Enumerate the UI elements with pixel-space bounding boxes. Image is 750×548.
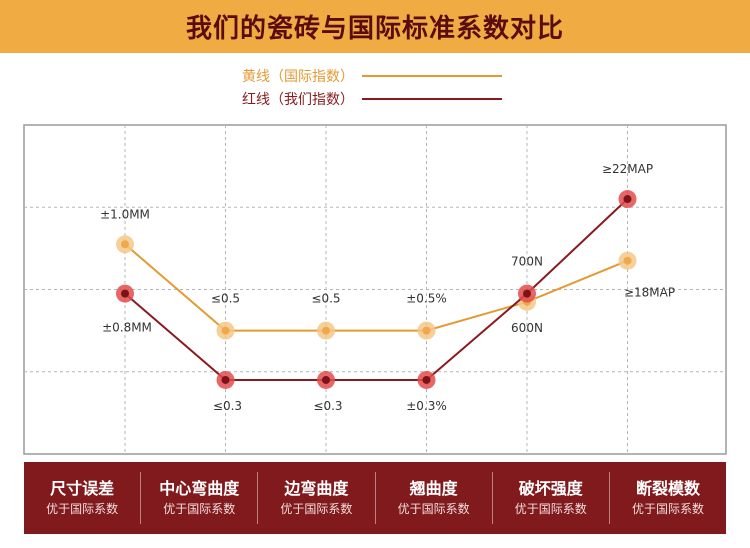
legend-line-ours xyxy=(362,98,502,100)
data-label: ≥18MAP xyxy=(624,286,675,300)
footer-item-title: 边弯曲度 xyxy=(284,479,349,498)
category-footer: 尺寸误差 优于国际系数 中心弯曲度 优于国际系数 边弯曲度 优于国际系数 翘曲度… xyxy=(24,462,726,534)
data-label: ≤0.5 xyxy=(211,292,240,306)
series-line xyxy=(124,198,629,381)
data-point xyxy=(322,326,330,335)
footer-item-subtitle: 优于国际系数 xyxy=(280,502,353,516)
page-title: 我们的瓷砖与国际标准系数对比 xyxy=(185,14,564,44)
comparison-line-chart: ±1.0MM ≤0.5 ≤0.5 ±0.5% 600N ≥18MAP ±0.8MM ≤0.3 ≤… xyxy=(23,124,727,455)
legend-label-international: 黄线（国际指数） xyxy=(242,69,354,85)
data-point xyxy=(623,256,632,265)
footer-item-subtitle: 优于国际系数 xyxy=(514,502,587,516)
footer-item-title: 翘曲度 xyxy=(409,479,458,498)
data-point xyxy=(121,289,129,298)
data-point xyxy=(221,326,230,335)
data-label: ≤0.5 xyxy=(311,292,340,306)
footer-item-title: 断裂模数 xyxy=(635,479,700,498)
footer-item-warp: 翘曲度 优于国际系数 xyxy=(374,472,492,524)
footer-item-breaking-strength: 破坏强度 优于国际系数 xyxy=(491,472,609,524)
data-label: ±0.8MM xyxy=(102,321,152,335)
legend-line-international xyxy=(362,75,502,77)
data-point xyxy=(623,195,632,204)
data-label: ±1.0MM xyxy=(100,207,150,221)
footer-item-rupture-modulus: 断裂模数 优于国际系数 xyxy=(608,472,726,524)
footer-item-subtitle: 优于国际系数 xyxy=(46,502,119,516)
data-point xyxy=(221,375,230,384)
data-point xyxy=(523,289,531,298)
data-point xyxy=(322,375,330,384)
data-point xyxy=(422,375,431,384)
data-label: ≤0.3 xyxy=(213,399,242,413)
data-label: ±0.5% xyxy=(406,292,447,306)
footer-item-title: 中心弯曲度 xyxy=(159,479,240,498)
footer-item-subtitle: 优于国际系数 xyxy=(631,502,704,516)
data-label: ≤0.3 xyxy=(313,399,342,413)
legend-item-ours: 红线（我们指数） xyxy=(214,89,502,109)
chart-series: ±1.0MM ≤0.5 ≤0.5 ±0.5% 600N ≥18MAP ±0.8MM ≤0.3 ≤… xyxy=(100,162,675,413)
footer-item-size-error: 尺寸误差 优于国际系数 xyxy=(24,472,140,524)
footer-item-title: 破坏强度 xyxy=(518,479,583,498)
footer-item-subtitle: 优于国际系数 xyxy=(163,502,236,516)
data-point xyxy=(121,240,129,249)
series-line xyxy=(124,243,628,332)
footer-item-subtitle: 优于国际系数 xyxy=(397,502,470,516)
footer-item-edge-bend: 边弯曲度 优于国际系数 xyxy=(257,472,374,524)
data-label: ±0.3% xyxy=(406,399,447,413)
data-label: ≥22MAP xyxy=(602,162,653,176)
data-label: 700N xyxy=(511,255,543,269)
header-banner: 我们的瓷砖与国际标准系数对比 xyxy=(0,0,750,53)
data-point xyxy=(422,326,431,335)
footer-item-center-bend: 中心弯曲度 优于国际系数 xyxy=(140,472,257,524)
legend-item-international: 黄线（国际指数） xyxy=(214,66,502,86)
data-label: 600N xyxy=(511,321,543,335)
legend-label-ours: 红线（我们指数） xyxy=(242,92,354,108)
footer-item-title: 尺寸误差 xyxy=(50,479,115,498)
